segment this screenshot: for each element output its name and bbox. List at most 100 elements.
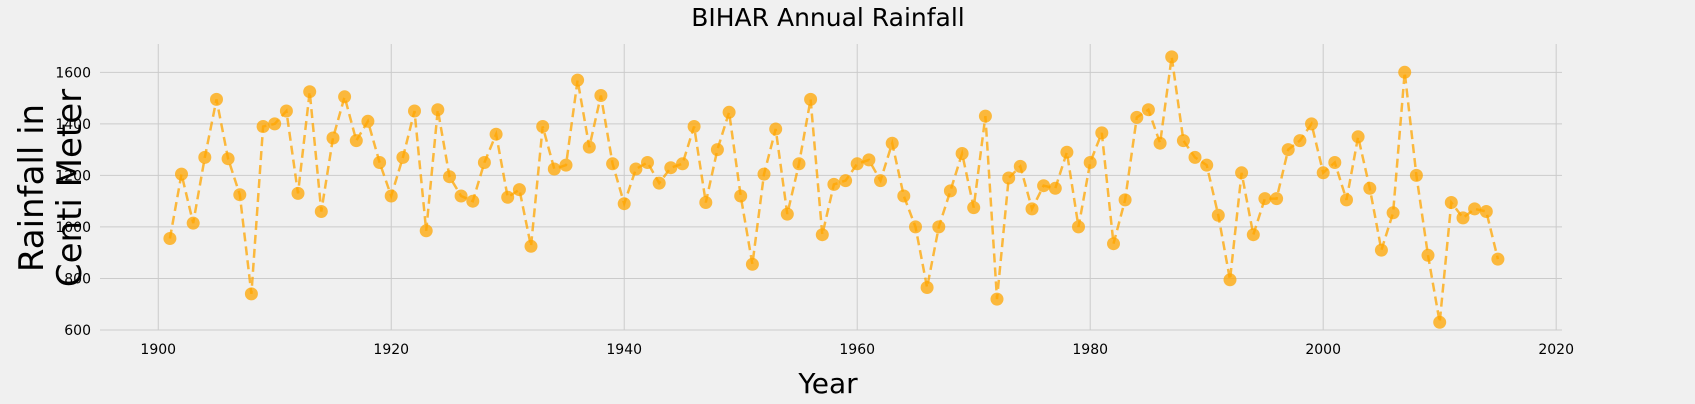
data-point-1992 <box>1223 273 1237 287</box>
data-point-1963 <box>885 136 899 150</box>
y-tick-label: 1200 <box>55 168 91 184</box>
data-point-1991 <box>1211 208 1225 222</box>
data-point-1954 <box>780 207 794 221</box>
data-point-1902 <box>175 167 188 181</box>
x-tick-label: 1960 <box>839 342 875 358</box>
data-point-1988 <box>1176 134 1190 148</box>
x-tick-label: 2020 <box>1538 342 1574 358</box>
data-point-1974 <box>1013 159 1027 173</box>
data-point-1985 <box>1141 103 1155 117</box>
y-axis-label: Rainfall in Centi Meter <box>12 89 90 287</box>
data-point-1925 <box>443 170 456 184</box>
data-point-1960 <box>850 157 864 171</box>
data-point-1913 <box>303 85 317 99</box>
data-point-1914 <box>314 205 328 218</box>
data-point-1906 <box>221 152 235 166</box>
data-point-1938 <box>594 89 608 102</box>
data-point-1920 <box>384 189 398 203</box>
data-point-1918 <box>361 114 375 128</box>
data-point-2003 <box>1351 130 1365 144</box>
data-point-1932 <box>524 239 538 253</box>
data-point-1940 <box>617 197 631 211</box>
data-point-2005 <box>1374 243 1388 257</box>
y-axis-label-line-2: Centi Meter <box>50 89 90 287</box>
data-point-1944 <box>664 161 678 175</box>
data-point-1948 <box>710 143 724 157</box>
data-point-1972 <box>990 292 1004 306</box>
data-point-1970 <box>967 201 981 215</box>
data-point-1996 <box>1270 192 1284 206</box>
data-point-1933 <box>536 120 550 133</box>
data-point-1908 <box>244 287 258 301</box>
data-point-1924 <box>431 103 445 117</box>
y-tick-labels: 600 800 1000 1200 1400 1600 <box>55 65 91 339</box>
data-point-1980 <box>1083 156 1097 169</box>
data-point-1956 <box>804 92 818 106</box>
data-point-1927 <box>466 194 480 208</box>
data-point-1969 <box>955 147 969 160</box>
data-point-1994 <box>1246 228 1260 242</box>
y-tick-label: 600 <box>64 323 91 339</box>
data-point-2010 <box>1433 315 1447 329</box>
data-point-1967 <box>932 220 946 234</box>
data-point-2013 <box>1468 202 1482 216</box>
data-point-1962 <box>874 174 887 188</box>
data-point-1959 <box>839 174 853 188</box>
y-tick-label: 800 <box>64 271 91 287</box>
data-point-1905 <box>210 92 223 106</box>
data-point-1979 <box>1072 220 1085 234</box>
data-point-1916 <box>338 90 352 104</box>
data-point-1943 <box>652 176 666 190</box>
data-point-1912 <box>291 186 305 200</box>
x-tick-label: 1940 <box>606 342 642 358</box>
data-point-1961 <box>862 153 876 167</box>
data-point-2002 <box>1340 193 1353 207</box>
data-point-1931 <box>512 183 526 197</box>
data-point-1971 <box>978 109 992 123</box>
data-point-1909 <box>256 120 270 133</box>
data-point-2011 <box>1444 196 1458 209</box>
data-point-1984 <box>1130 110 1144 124</box>
data-point-1999 <box>1305 117 1318 131</box>
data-point-1952 <box>757 167 771 181</box>
data-point-1973 <box>1002 171 1016 185</box>
data-point-1977 <box>1048 181 1062 195</box>
chart-title: BIHAR Annual Rainfall <box>691 3 965 32</box>
data-point-1966 <box>920 281 934 294</box>
data-point-1942 <box>641 156 654 169</box>
data-point-2008 <box>1409 168 1423 182</box>
data-point-1982 <box>1107 237 1120 251</box>
data-point-1941 <box>629 162 643 176</box>
rainfall-markers <box>163 50 1505 329</box>
data-point-1987 <box>1165 50 1179 64</box>
data-point-1946 <box>687 120 701 133</box>
data-point-1947 <box>699 196 713 209</box>
data-point-1903 <box>186 216 200 230</box>
data-point-1919 <box>373 156 387 169</box>
data-point-1998 <box>1293 134 1307 148</box>
data-point-2012 <box>1456 211 1470 225</box>
data-point-1968 <box>943 184 957 198</box>
data-point-1911 <box>279 104 293 118</box>
data-point-1917 <box>349 134 363 148</box>
data-point-1964 <box>897 189 911 203</box>
data-point-1989 <box>1188 150 1202 164</box>
data-point-1993 <box>1235 166 1249 180</box>
data-point-1937 <box>582 140 596 154</box>
y-axis-label-line-1: Rainfall in <box>12 104 52 272</box>
data-point-1934 <box>547 162 561 176</box>
data-point-1922 <box>408 104 421 118</box>
data-point-1976 <box>1037 179 1051 193</box>
data-point-2001 <box>1328 156 1342 169</box>
y-tick-label: 1000 <box>55 220 91 236</box>
data-point-1926 <box>454 189 468 203</box>
data-point-1901 <box>163 232 177 245</box>
data-point-1990 <box>1200 158 1214 172</box>
y-tick-label: 1400 <box>55 117 91 133</box>
x-axis-label: Year <box>797 367 858 400</box>
data-point-1953 <box>769 122 783 136</box>
data-point-1907 <box>233 188 247 202</box>
grid-lines <box>100 44 1562 331</box>
data-point-1983 <box>1118 193 1132 207</box>
